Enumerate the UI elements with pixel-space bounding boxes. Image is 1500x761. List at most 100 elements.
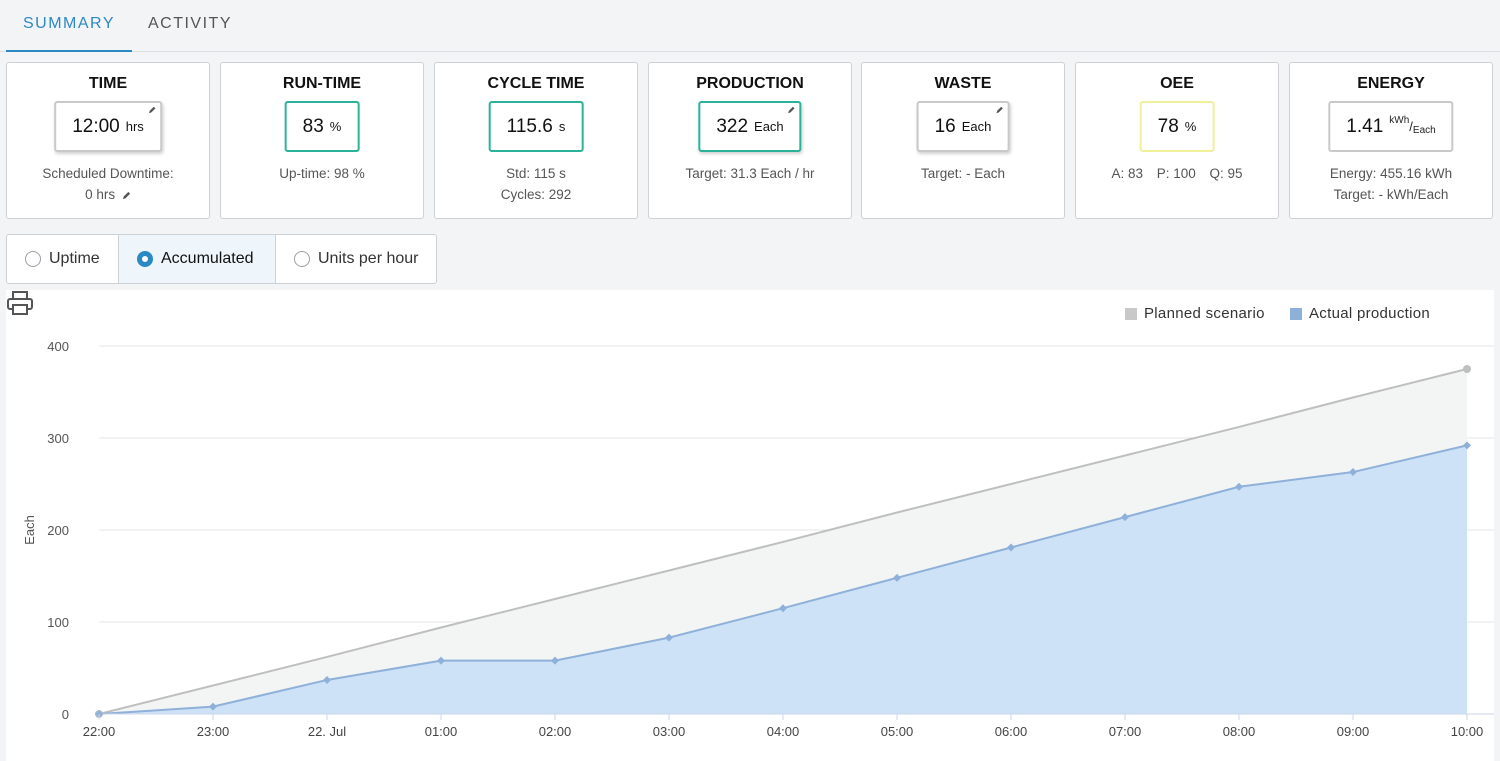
x-tick-label: 05:00	[881, 724, 914, 739]
actual-point	[1463, 441, 1471, 450]
option-label: Units per hour	[318, 250, 419, 267]
actual-point	[209, 702, 217, 711]
legend-planned[interactable]: Planned scenario	[1125, 305, 1265, 322]
x-tick-label: 23:00	[197, 724, 230, 739]
actual-point	[1235, 482, 1243, 491]
time-card: TIME 12:00 hrs Scheduled Downtime: 0 hrs	[6, 62, 210, 219]
energy-unit-slash: /	[1409, 119, 1413, 134]
production-chart: 0 100 200 300 400 Each 22:00 23:00 22. Jul 01:00 0…	[6, 290, 1494, 761]
energy-target-text: Target: - kWh/Each	[1333, 187, 1449, 202]
waste-unit: Each	[961, 119, 992, 134]
legend-swatch	[1290, 307, 1302, 320]
oee-availability: A: 83	[1111, 166, 1143, 181]
card-title: RUN-TIME	[282, 75, 362, 92]
scheduled-downtime-value-row: 0 hrs	[7, 187, 209, 202]
runtime-card: RUN-TIME 83 % Up-time: 98 %	[220, 62, 424, 219]
oee-quality: Q: 95	[1209, 166, 1243, 181]
tab-bar: SUMMARY ACTIVITY	[0, 0, 1500, 52]
radio-icon	[294, 251, 310, 267]
y-tick-label: 400	[47, 339, 69, 354]
cycles-text: Cycles: 292	[500, 187, 572, 202]
chart-canvas: 0 100 200 300 400 Each 22:00 23:00 22. Jul 01:00 0…	[22, 339, 1494, 739]
oee-card: OEE 78 % A: 83 P: 100 Q: 95	[1075, 62, 1279, 219]
production-value: 322	[716, 115, 749, 137]
oee-value: 78	[1157, 115, 1179, 137]
waste-card: WASTE 16 Each Target: - Each	[861, 62, 1065, 219]
option-uptime[interactable]: Uptime	[7, 235, 119, 283]
card-title: OEE	[1160, 75, 1194, 92]
view-toggle: Uptime Accumulated Units per hour	[6, 234, 437, 284]
actual-point	[1121, 513, 1129, 522]
card-title: TIME	[88, 75, 128, 92]
legend-label: Actual production	[1309, 305, 1431, 322]
legend-swatch	[1125, 307, 1137, 320]
card-title: PRODUCTION	[696, 75, 804, 92]
x-tick-label: 10:00	[1451, 724, 1484, 739]
runtime-value: 83	[302, 115, 324, 137]
actual-point	[893, 573, 901, 582]
time-value: 12:00	[72, 115, 120, 137]
uptime-text: Up-time: 98 %	[279, 166, 365, 181]
waste-value-box[interactable]: 16 Each	[916, 101, 1010, 152]
cycle-time-card: CYCLE TIME 115.6 s Std: 115 s Cycles: 29…	[434, 62, 638, 219]
y-tick-label: 0	[62, 707, 69, 722]
energy-card: ENERGY 1.41 kWh / Each Energy: 455.16 kW…	[1289, 62, 1493, 219]
x-tick-label: 07:00	[1109, 724, 1142, 739]
x-tick-label: 06:00	[995, 724, 1028, 739]
radio-icon	[25, 251, 41, 267]
energy-total-text: Energy: 455.16 kWh	[1329, 166, 1453, 181]
time-unit: hrs	[125, 119, 144, 134]
production-unit: Each	[754, 119, 784, 134]
oee-unit: %	[1184, 119, 1197, 134]
option-units-per-hour[interactable]: Units per hour	[276, 235, 436, 283]
production-target-text: Target: 31.3 Each / hr	[685, 166, 815, 181]
option-accumulated[interactable]: Accumulated	[119, 235, 276, 283]
cycle-time-unit: s	[558, 119, 566, 134]
y-tick-label: 300	[47, 431, 69, 446]
y-tick-label: 100	[47, 615, 69, 630]
y-axis-title: Each	[22, 515, 37, 545]
std-text: Std: 115 s	[506, 166, 566, 181]
cycle-time-value-box: 115.6 s	[488, 101, 584, 152]
time-value-box[interactable]: 12:00 hrs	[54, 101, 162, 152]
pencil-icon[interactable]	[148, 106, 156, 114]
planned-line	[98, 368, 1468, 715]
x-tick-label: 01:00	[425, 724, 458, 739]
card-title: CYCLE TIME	[487, 75, 585, 92]
actual-point	[779, 604, 787, 613]
print-icon[interactable]	[6, 290, 34, 316]
runtime-unit: %	[329, 119, 342, 134]
x-tick-label: 22. Jul	[308, 724, 346, 739]
x-tick-label: 03:00	[653, 724, 686, 739]
actual-point	[1349, 468, 1357, 477]
option-label: Uptime	[49, 250, 100, 267]
waste-value: 16	[934, 115, 956, 137]
actual-point	[551, 656, 559, 665]
pencil-icon[interactable]	[995, 106, 1003, 114]
x-tick-label: 09:00	[1337, 724, 1370, 739]
energy-unit-num: kWh	[1389, 115, 1410, 126]
scheduled-downtime-value: 0 hrs	[85, 187, 116, 202]
actual-point	[1007, 543, 1015, 552]
tab-activity[interactable]: ACTIVITY	[147, 15, 232, 32]
radio-checked-icon	[137, 251, 153, 267]
oee-breakdown: A: 83 P: 100 Q: 95	[1076, 166, 1278, 181]
energy-value: 1.41	[1346, 115, 1384, 137]
production-card: PRODUCTION 322 Each Target: 31.3 Each / …	[648, 62, 852, 219]
planned-point	[1463, 365, 1471, 373]
actual-point	[437, 656, 445, 665]
card-title: ENERGY	[1357, 75, 1425, 92]
pencil-icon[interactable]	[788, 106, 796, 114]
energy-unit-den: Each	[1412, 125, 1436, 136]
scheduled-downtime-label: Scheduled Downtime:	[42, 166, 174, 181]
oee-performance: P: 100	[1156, 166, 1196, 181]
oee-value-box: 78 %	[1139, 101, 1215, 152]
actual-point	[323, 675, 331, 684]
option-label: Accumulated	[161, 250, 254, 267]
actual-area	[99, 445, 1467, 714]
production-value-box[interactable]: 322 Each	[698, 101, 802, 152]
pencil-icon[interactable]	[122, 191, 131, 200]
tab-summary[interactable]: SUMMARY	[6, 0, 132, 52]
legend-actual[interactable]: Actual production	[1290, 305, 1430, 322]
card-title: WASTE	[934, 75, 992, 92]
